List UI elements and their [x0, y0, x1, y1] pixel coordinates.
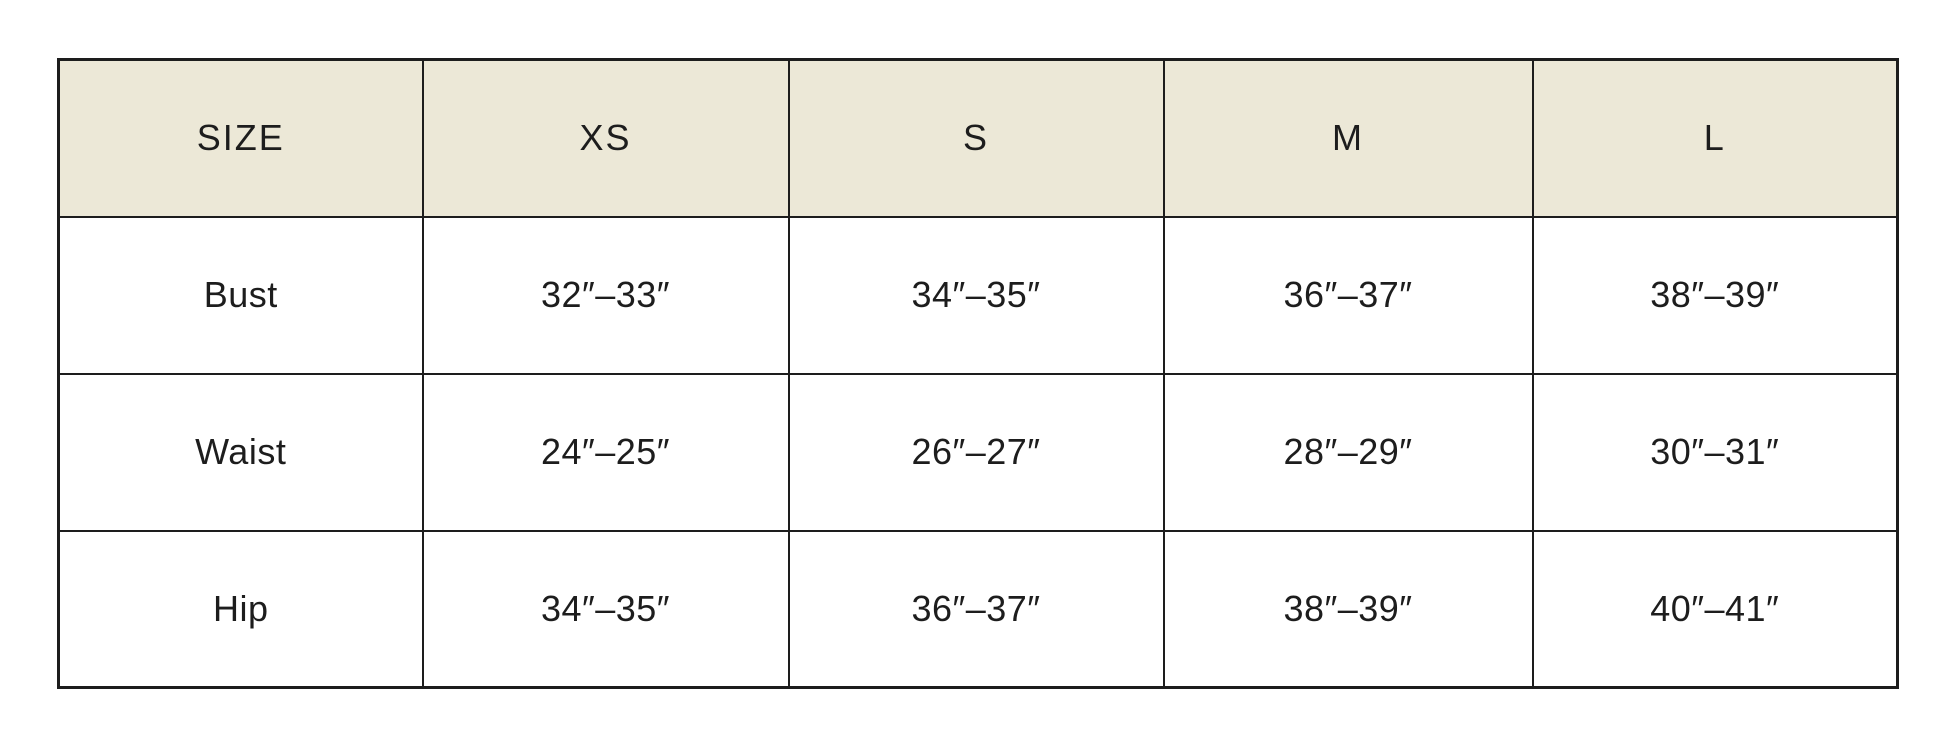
header-cell-m: M — [1162, 58, 1534, 218]
value-cell-waist-xs: 24″–25″ — [421, 372, 790, 532]
table-row-hip: Hip 34″–35″ 36″–37″ 38″–39″ 40″–41″ — [57, 529, 1899, 689]
value-cell-waist-l: 30″–31″ — [1531, 372, 1899, 532]
table-row-bust: Bust 32″–33″ 34″–35″ 36″–37″ 38″–39″ — [57, 215, 1899, 375]
table-row-waist: Waist 24″–25″ 26″–27″ 28″–29″ 30″–31″ — [57, 372, 1899, 532]
row-label-waist: Waist — [57, 372, 424, 532]
value-cell-bust-xs: 32″–33″ — [421, 215, 790, 375]
value-cell-waist-m: 28″–29″ — [1162, 372, 1534, 532]
value-cell-bust-s: 34″–35″ — [787, 215, 1165, 375]
value-cell-bust-m: 36″–37″ — [1162, 215, 1534, 375]
value-cell-hip-l: 40″–41″ — [1531, 529, 1899, 689]
value-cell-hip-xs: 34″–35″ — [421, 529, 790, 689]
header-cell-size: SIZE — [57, 58, 424, 218]
row-label-hip: Hip — [57, 529, 424, 689]
value-cell-waist-s: 26″–27″ — [787, 372, 1165, 532]
value-cell-hip-m: 38″–39″ — [1162, 529, 1534, 689]
size-chart-header-row: SIZE XS S M L — [57, 58, 1899, 218]
row-label-bust: Bust — [57, 215, 424, 375]
value-cell-bust-l: 38″–39″ — [1531, 215, 1899, 375]
header-cell-l: L — [1531, 58, 1899, 218]
header-cell-xs: XS — [421, 58, 790, 218]
value-cell-hip-s: 36″–37″ — [787, 529, 1165, 689]
header-cell-s: S — [787, 58, 1165, 218]
size-chart-table: SIZE XS S M L Bust 32″–33″ 34″–35″ 36″–3… — [57, 58, 1899, 689]
